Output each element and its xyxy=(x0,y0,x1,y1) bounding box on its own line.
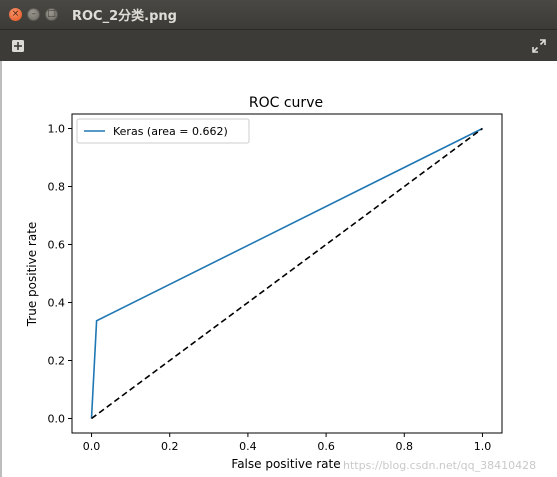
x-tick-label: 1.0 xyxy=(474,440,492,453)
y-tick-label: 0.8 xyxy=(48,181,66,194)
maximize-icon: □ xyxy=(47,9,56,19)
viewport-edge xyxy=(0,61,2,477)
new-image-button[interactable] xyxy=(8,36,28,56)
x-tick-label: 0.2 xyxy=(161,440,179,453)
legend-box xyxy=(76,118,250,144)
window-title: ROC_2分类.png xyxy=(72,9,177,24)
x-tick-label: 0.6 xyxy=(317,440,335,453)
x-tick-label: 0.8 xyxy=(396,440,414,453)
x-tick-label: 0.0 xyxy=(83,440,101,453)
y-tick-label: 0.2 xyxy=(48,355,66,368)
fullscreen-icon xyxy=(532,39,546,53)
close-button[interactable]: × xyxy=(9,8,22,21)
close-icon: × xyxy=(11,9,20,19)
maximize-button[interactable]: □ xyxy=(45,8,58,21)
y-tick-label: 0.0 xyxy=(48,413,66,426)
diagonal-reference-line xyxy=(91,127,483,420)
y-tick-label: 0.6 xyxy=(48,239,66,252)
minimize-button[interactable]: – xyxy=(27,8,40,21)
chart-title: ROC curve xyxy=(249,95,323,111)
y-tick-label: 1.0 xyxy=(48,123,66,136)
legend-label: Keras (area = 0.662) xyxy=(113,125,228,138)
fullscreen-button[interactable] xyxy=(529,36,549,56)
roc-curve-line xyxy=(90,127,483,419)
new-image-icon xyxy=(12,40,24,52)
window-titlebar: × – □ ROC_2分类.png xyxy=(0,0,557,30)
y-tick-label: 0.4 xyxy=(48,297,66,310)
toolbar xyxy=(0,30,557,61)
y-axis-label: True positive rate xyxy=(25,222,39,328)
watermark-text: https://blog.csdn.net/qq_38410428 xyxy=(343,459,537,472)
minimize-icon: – xyxy=(31,9,36,19)
x-axis-label: False positive rate xyxy=(231,457,340,471)
x-tick-label: 0.4 xyxy=(239,440,257,453)
